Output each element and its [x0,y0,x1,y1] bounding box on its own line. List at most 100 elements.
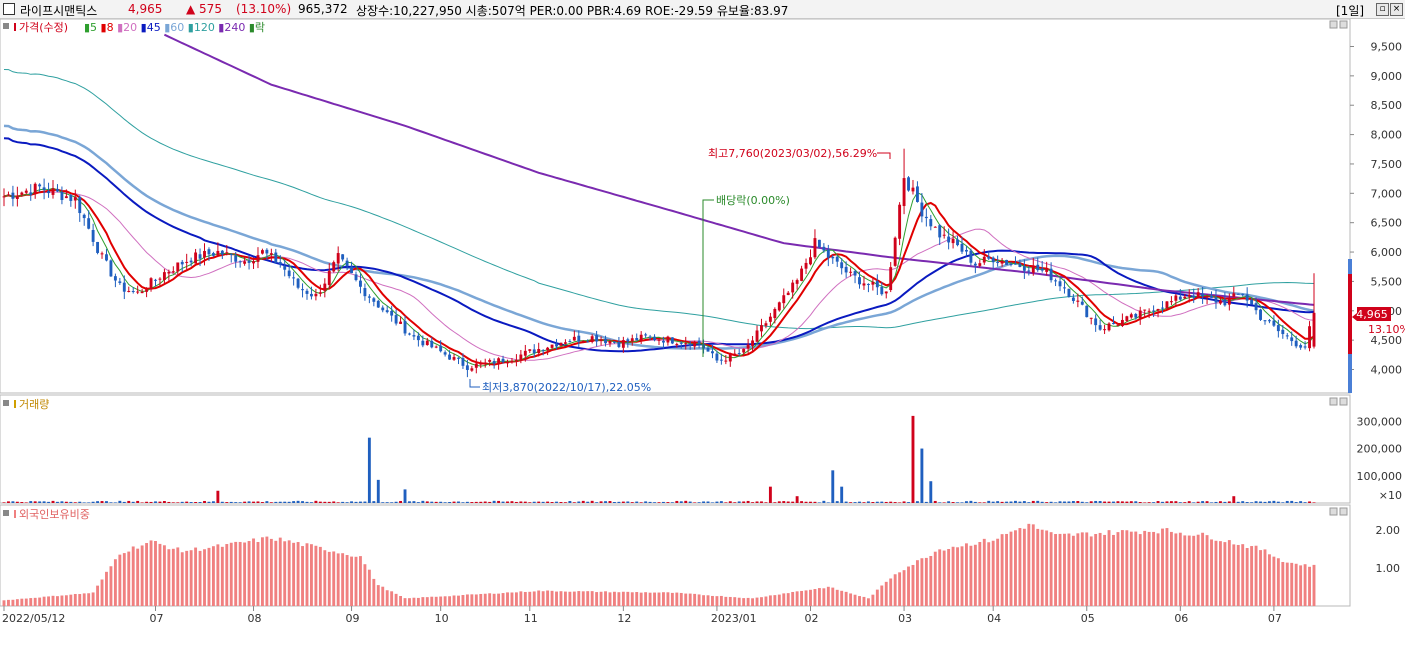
minimize-icon[interactable] [1329,507,1338,516]
foreign-ratio-bar [626,591,630,606]
foreign-ratio-bar [154,541,157,606]
volume-pane [0,394,1351,504]
candle-body [1276,325,1280,332]
minimize-icon[interactable] [1329,397,1338,406]
close-icon[interactable]: × [1390,3,1403,16]
volume-bar [158,501,162,503]
candle-body [64,196,68,199]
foreign-ratio-bar [1005,533,1008,606]
pane-handle-icon[interactable] [3,510,9,516]
volume-tick-label: 200,000 [1357,443,1403,456]
candle-body [760,325,763,332]
foreign-ratio-bar [817,588,821,606]
foreign-ratio-bar [430,596,434,606]
volume-bar [951,502,955,503]
maximize-icon[interactable] [1339,397,1348,406]
foreign-ratio-bar [947,548,951,606]
low-annotation: 최저3,870(2022/10/17),22.05% [482,381,651,394]
foreign-ratio-bar [113,559,117,606]
volume-bar [782,501,786,503]
restore-icon[interactable]: ▫ [1376,3,1389,16]
foreign-ratio-bar [73,593,77,606]
foreign-ratio-bar [840,590,844,606]
foreign-ratio-bar [118,554,122,606]
foreign-ratio-bar [898,572,902,606]
foreign-ratio-bar [42,596,46,606]
volume-bar [1299,501,1303,503]
foreign-ratio-bar [194,547,198,606]
price-change-pct: (13.10%) [236,2,292,16]
foreign-ratio-bar [171,548,175,606]
candle-body [171,271,175,273]
candle-body [1116,324,1120,326]
volume-bar [1245,502,1249,503]
pane-handle-icon[interactable] [3,23,9,29]
foreign-ratio-bar [439,596,443,606]
candle-body [363,288,367,297]
foreign-ratio-bar [635,592,639,606]
volume-bar [185,501,189,503]
pane-handle-icon[interactable] [3,400,9,406]
foreign-ratio-bar [951,546,955,606]
foreign-ratio-bar [229,542,233,606]
candle-body [439,345,443,352]
foreign-ratio-bar [653,592,656,606]
maximize-icon[interactable] [1339,20,1348,29]
candle-body [332,262,336,272]
volume-bar [1232,496,1236,503]
maximize-icon[interactable] [1339,507,1348,516]
candle-body [1129,314,1133,318]
foreign-ratio-bar [56,596,59,606]
minimize-icon[interactable] [1329,20,1338,29]
foreign-ratio-bar [287,540,291,606]
candle-body [305,290,309,294]
candle-body [416,335,420,341]
foreign-ratio-bar [421,597,425,606]
candle-body [572,336,576,341]
volume-bar [760,501,763,503]
foreign-ratio-bar [541,591,545,606]
foreign-ratio-bar [1116,532,1120,606]
ma120-line [3,69,1315,330]
candle-body [688,343,692,346]
x-tick-label: 10 [435,612,449,625]
volume-bar [1067,501,1071,503]
candle-body [408,333,411,335]
foreign-ratio-bar [1040,529,1044,606]
volume-tick-label: 300,000 [1357,415,1403,428]
volume-bar [599,501,603,503]
price-tick-label: 9,500 [1371,40,1403,53]
candle-body [630,338,634,342]
foreign-ratio-bar [457,595,460,606]
candle-body [367,296,371,298]
candle-body [519,354,523,361]
foreign-ratio-bar [630,592,634,606]
select-checkbox[interactable] [3,3,15,15]
foreign-ratio-bar [911,564,915,606]
volume-bar [314,500,318,503]
candle-body [1174,295,1178,301]
volume-bar [639,502,643,503]
volume-bar [572,502,576,503]
foreign-ratio-bar [612,591,616,606]
period-selector[interactable]: [1일] [1336,4,1365,18]
foreign-ratio-bar [969,545,973,606]
volume-bar [225,502,229,503]
volume-bar [47,501,51,503]
candle-body [345,260,349,267]
volume-bar [69,501,73,503]
foreign-ratio-bar [1263,549,1267,606]
volume-bar [915,501,919,503]
candle-body [109,260,113,277]
candle-body [118,281,122,283]
foreign-ratio-bar [662,592,665,606]
candle-body [421,340,425,346]
candle-body [577,335,581,342]
volume-bar [265,501,269,503]
volume-bar [180,501,184,503]
foreign-ratio-bar [1134,531,1138,606]
foreign-ratio-bar [247,541,251,606]
foreign-ratio-bar [1129,531,1133,606]
candle-body [162,272,166,280]
candle-body [399,321,403,324]
